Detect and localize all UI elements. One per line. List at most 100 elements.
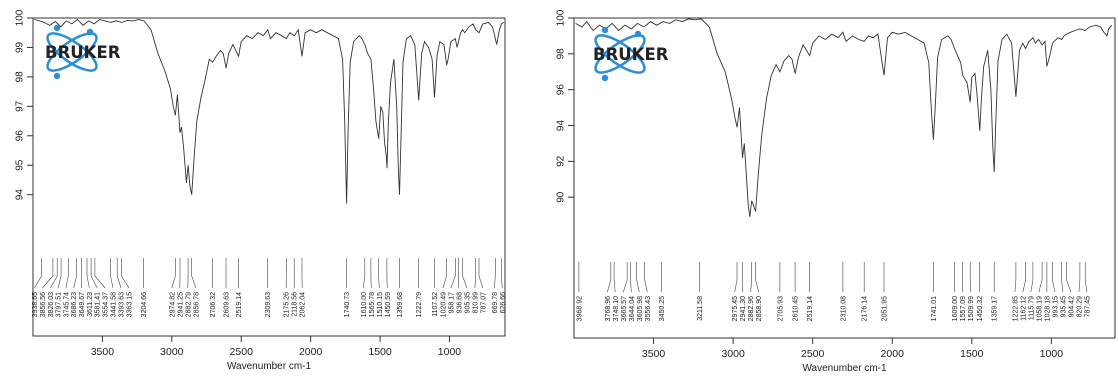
peak-label: 2974.82 <box>169 292 176 317</box>
peak-label: 3686.23 <box>71 292 78 317</box>
x-tick-label: 3500 <box>91 346 115 358</box>
peak-label: 2519.14 <box>807 296 814 321</box>
peak-label: 3556.43 <box>645 296 652 321</box>
peak-leader-line <box>479 258 483 288</box>
peak-leader-line <box>111 258 114 288</box>
peak-label: 820.29 <box>1076 296 1083 318</box>
peak-label: 3211.58 <box>697 296 704 321</box>
bruker-logo: BRUKER <box>591 27 669 81</box>
logo-electron-icon <box>602 27 608 33</box>
peak-label: 3644.04 <box>629 296 636 321</box>
peak-leader-line <box>1039 262 1042 292</box>
peak-label: 3554.37 <box>103 292 110 317</box>
peak-label: 3938.65 <box>32 292 39 317</box>
x-tick-label: 1000 <box>1040 348 1064 360</box>
bruker-logo: BRUKER <box>43 25 121 79</box>
peak-label: 3581.41 <box>95 292 102 317</box>
peak-label: 2882.96 <box>748 296 755 321</box>
peak-label: 905.35 <box>464 292 471 314</box>
peak-leader-line <box>1015 262 1016 292</box>
peak-leader-line <box>501 258 502 288</box>
peak-label: 1359.68 <box>397 292 404 317</box>
logo-electron-icon <box>602 75 608 81</box>
x-tick-label: 3000 <box>721 348 745 360</box>
y-tick-label: 100 <box>15 9 26 26</box>
peak-label: 626.66 <box>500 292 507 314</box>
y-tick-label: 96 <box>15 130 26 142</box>
peak-label: 1115.79 <box>1028 296 1035 320</box>
peak-label: 3441.58 <box>111 292 118 317</box>
peak-label: 2309.63 <box>265 292 272 317</box>
peak-leader-line <box>379 258 380 288</box>
x-axis-label: Wavenumber cm-1 <box>802 363 887 374</box>
y-tick-label: 96 <box>556 84 567 96</box>
logo-text: BRUKER <box>593 45 669 64</box>
peak-leader-line <box>74 258 77 288</box>
peak-label: 935.45 <box>1060 296 1067 318</box>
peak-label: 936.68 <box>456 292 463 314</box>
y-tick-label: 94 <box>15 189 26 201</box>
peak-label: 1359.17 <box>992 296 999 321</box>
peak-leader-line <box>751 262 752 292</box>
peak-leader-line <box>623 262 627 292</box>
peak-label: 2176.14 <box>862 296 869 321</box>
peak-leader-line <box>1067 262 1071 292</box>
peak-label: 2051.95 <box>881 296 888 321</box>
peak-leader-line <box>458 258 459 288</box>
peak-label: 1609.00 <box>952 296 959 321</box>
peak-label: 2610.45 <box>793 296 800 321</box>
peak-label: 2705.93 <box>777 296 784 321</box>
peak-label: 3745.74 <box>63 292 70 317</box>
peak-leader-line <box>735 262 737 292</box>
peak-label: 2310.08 <box>840 296 847 321</box>
peak-label: 2519.14 <box>236 292 243 317</box>
x-tick-label: 2500 <box>230 346 254 358</box>
peak-leader-line <box>35 258 42 288</box>
peak-label: 3856.56 <box>40 292 47 317</box>
peak-leader-line <box>121 258 129 288</box>
peak-label: 3611.23 <box>87 292 94 317</box>
peak-leader-line <box>1085 262 1087 292</box>
peak-leader-line <box>1023 262 1026 292</box>
peak-leader-line <box>117 258 121 288</box>
peak-label: 1222.85 <box>1012 296 1019 321</box>
peak-label: 904.42 <box>1068 296 1075 318</box>
peak-label: 2856.78 <box>193 292 200 317</box>
peak-label: 1565.78 <box>369 292 376 317</box>
peak-label: 669.78 <box>492 292 499 314</box>
peak-label: 3748.10 <box>613 296 620 321</box>
peak-label: 3204.66 <box>141 292 148 317</box>
peak-label: 2609.63 <box>224 292 231 317</box>
peak-leader-line <box>1079 262 1080 292</box>
peak-label: 1510.15 <box>377 292 384 317</box>
peak-label: 1107.52 <box>432 292 439 317</box>
peak-label: 2975.45 <box>732 296 739 321</box>
peak-label: 1162.12 <box>1020 296 1027 321</box>
x-tick-label: 1000 <box>438 346 462 358</box>
peak-leader-line <box>607 262 611 292</box>
peak-leader-line <box>451 258 455 288</box>
x-tick-label: 1500 <box>368 346 392 358</box>
peak-leader-line <box>91 258 97 288</box>
peak-label: 1450.32 <box>977 296 984 321</box>
peak-label: 3665.57 <box>621 296 628 321</box>
y-tick-label: 92 <box>556 155 567 167</box>
peak-label: 1740.73 <box>344 292 351 317</box>
peak-leader-line <box>363 258 365 288</box>
peak-leader-line <box>172 258 176 288</box>
x-tick-label: 1500 <box>960 348 984 360</box>
peak-leader-line <box>95 258 105 288</box>
peak-leader-line <box>1062 262 1063 292</box>
logo-text: BRUKER <box>45 43 121 62</box>
peak-label: 2882.79 <box>185 292 192 317</box>
x-tick-label: 2000 <box>299 346 323 358</box>
peak-leader-line <box>614 262 615 292</box>
peak-leader-line <box>1031 262 1033 292</box>
peak-label: 3363.15 <box>126 292 133 317</box>
x-tick-label: 3500 <box>642 348 666 360</box>
peak-leader-line <box>645 262 648 292</box>
